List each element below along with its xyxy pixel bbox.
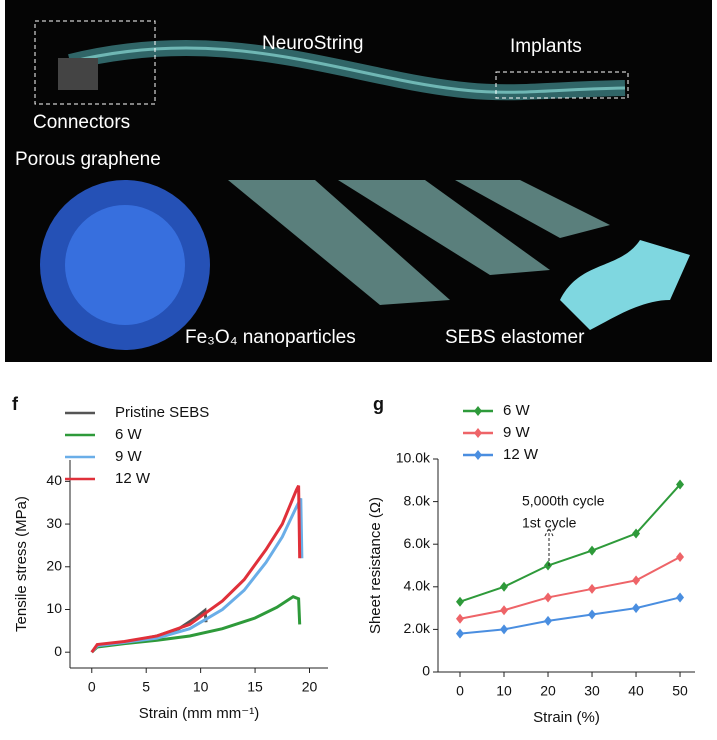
y-tick-label: 0	[54, 643, 62, 659]
panel-label: g	[373, 394, 384, 414]
x-tick-label: 20	[302, 679, 318, 695]
x-tick-label: 5	[142, 679, 150, 695]
legend-label: 9 W	[115, 448, 143, 465]
label: Connectors	[33, 112, 130, 133]
marker	[456, 596, 465, 607]
x-tick-label: 20	[540, 683, 556, 699]
y-tick-label: 6.0k	[404, 535, 431, 551]
box	[495, 71, 629, 99]
y-tick-label: 4.0k	[404, 578, 431, 594]
legend-marker	[474, 428, 482, 438]
series-line	[459, 556, 681, 620]
y-tick-label: 0	[422, 663, 430, 679]
x-tick-label: 0	[456, 683, 464, 699]
strip	[228, 180, 450, 305]
annotation-arrow	[544, 526, 554, 566]
annotation: 5,000th cycle	[522, 493, 605, 509]
marker	[500, 605, 509, 616]
legend-marker	[474, 450, 482, 460]
marker	[632, 528, 641, 539]
marker	[456, 613, 465, 624]
strip	[455, 180, 610, 238]
marker	[676, 479, 685, 490]
marker	[676, 592, 685, 603]
marker	[676, 551, 685, 562]
label: Implants	[510, 36, 582, 57]
label: SEBS elastomer	[445, 327, 585, 348]
x-tick-label: 10	[496, 683, 512, 699]
x-tick-label: 30	[584, 683, 600, 699]
legend-label: 6 W	[115, 426, 143, 443]
box	[34, 20, 156, 105]
string-line	[69, 46, 626, 94]
y-tick-label: 30	[46, 515, 62, 531]
series-line	[459, 596, 681, 635]
annotation: 1st cycle	[522, 515, 577, 531]
y-tick-label: 20	[46, 557, 62, 573]
label: NeuroString	[262, 33, 363, 54]
illustration: NeuroString Implants Connectors Porous g…	[5, 0, 712, 362]
synapse	[560, 240, 690, 330]
x-tick-label: 50	[672, 683, 688, 699]
strip	[338, 180, 550, 275]
y-tick-label: 40	[46, 472, 62, 488]
y-tick-label: 2.0k	[404, 620, 431, 636]
legend-label: 12 W	[115, 470, 151, 487]
legend-label: 6 W	[503, 402, 531, 419]
x-axis-label: Strain (mm mm⁻¹)	[139, 705, 259, 722]
series-line	[90, 497, 304, 654]
marker	[456, 628, 465, 639]
marker	[500, 624, 509, 635]
marker	[632, 603, 641, 614]
x-axis-label: Strain (%)	[533, 709, 600, 726]
x-tick-label: 0	[88, 679, 96, 695]
y-axis-label: Tensile stress (MPa)	[13, 496, 30, 632]
marker	[588, 583, 597, 594]
marker	[632, 575, 641, 586]
series-line	[459, 483, 681, 603]
marker	[544, 615, 553, 626]
legend-label: Pristine SEBS	[115, 404, 209, 421]
x-tick-label: 10	[193, 679, 209, 695]
legend-label: 9 W	[503, 424, 531, 441]
y-tick-label: 8.0k	[404, 492, 431, 508]
x-tick-label: 15	[247, 679, 263, 695]
graphene	[65, 205, 185, 325]
label: Fe₃O₄ nanoparticles	[185, 327, 356, 348]
y-tick-label: 10	[46, 600, 62, 616]
marker	[500, 581, 509, 592]
x-tick-label: 40	[628, 683, 644, 699]
marker	[588, 545, 597, 556]
label: Porous graphene	[15, 149, 161, 170]
y-axis-label: Sheet resistance (Ω)	[367, 497, 384, 634]
connector	[58, 58, 98, 90]
marker	[588, 609, 597, 620]
y-tick-label: 10.0k	[396, 450, 431, 466]
marker	[544, 560, 553, 571]
legend-label: 12 W	[503, 446, 539, 463]
marker	[544, 592, 553, 603]
panel-label: f	[12, 394, 19, 414]
series-line	[90, 484, 302, 654]
legend-marker	[474, 406, 482, 416]
